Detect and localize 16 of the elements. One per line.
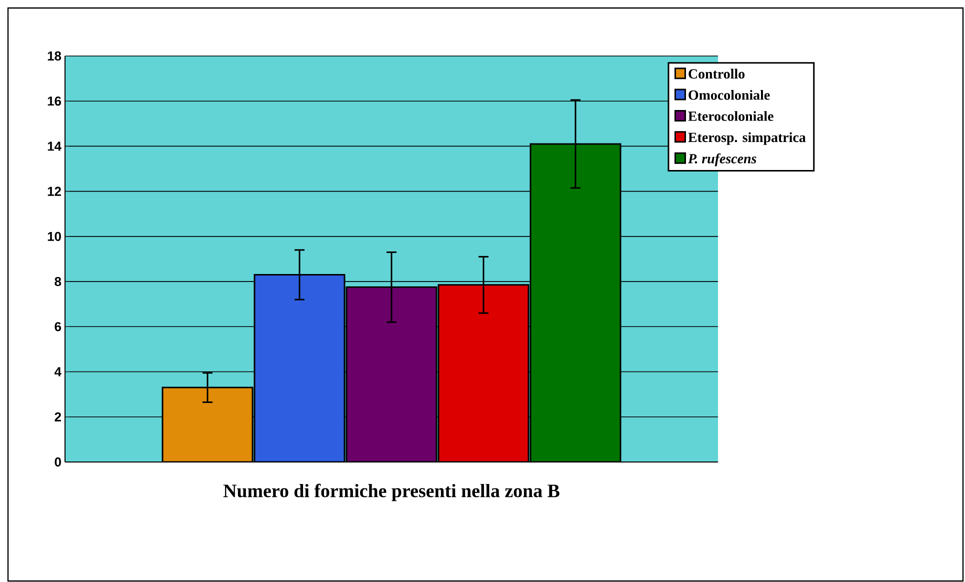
legend-label: Controllo xyxy=(688,68,745,79)
legend-label: P. rufescens xyxy=(688,153,756,166)
x-tick-label: Numero di formiche presenti nella zona B xyxy=(223,484,560,502)
y-tick-label: 14 xyxy=(48,142,62,151)
legend-label: Omocoloniale xyxy=(688,90,770,100)
legend-label: Eterosp. simpatrica xyxy=(688,132,806,145)
legend-label: Eterocoloniale xyxy=(688,111,774,121)
y-tick-label: 6 xyxy=(54,322,62,332)
y-tick-label: 4 xyxy=(54,367,62,376)
y-tick-label: 8 xyxy=(54,276,62,286)
y-tick-label: 16 xyxy=(48,96,62,106)
y-tick-label: 2 xyxy=(54,412,61,422)
y-tick-label: 0 xyxy=(54,457,61,467)
y-tick-label: 12 xyxy=(48,186,61,196)
y-tick-label: 10 xyxy=(48,232,61,242)
y-tick-label: 18 xyxy=(48,51,62,61)
